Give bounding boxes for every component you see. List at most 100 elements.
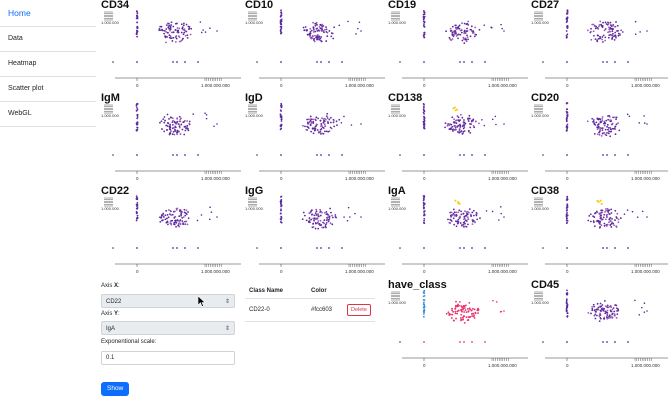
data-point [162, 29, 164, 32]
data-point [457, 33, 460, 36]
data-point [598, 130, 601, 133]
data-point [602, 216, 605, 219]
data-point [599, 20, 602, 23]
data-point [313, 214, 316, 217]
data-point [458, 24, 461, 27]
data-point [179, 219, 182, 221]
sidebar-item-webgl[interactable]: WebGL [0, 102, 96, 127]
data-point [423, 247, 425, 249]
data-point [175, 37, 178, 40]
data-point [616, 24, 619, 27]
x-tick-label-zero: 0 [566, 176, 569, 181]
data-point [319, 37, 322, 40]
data-point [423, 310, 425, 313]
data-point-highlight [456, 108, 459, 111]
data-point [604, 36, 607, 39]
data-point [456, 312, 459, 315]
data-point [280, 120, 283, 122]
data-point [184, 223, 187, 225]
data-point [597, 127, 600, 129]
data-point [451, 38, 454, 40]
delete-class-button[interactable]: Delete [347, 304, 371, 316]
data-point [634, 299, 636, 302]
data-point [422, 17, 425, 20]
data-point [451, 213, 454, 216]
data-point [461, 22, 463, 25]
data-point [457, 222, 459, 225]
data-point [606, 213, 609, 216]
data-point [591, 117, 594, 120]
data-point [399, 61, 401, 63]
data-point [332, 37, 335, 40]
data-point [471, 61, 473, 63]
data-point [593, 216, 596, 218]
data-point [463, 306, 466, 309]
data-point [422, 123, 425, 126]
data-point [616, 212, 619, 215]
data-point [324, 130, 326, 133]
data-point [177, 224, 180, 227]
show-button[interactable]: Show [101, 382, 130, 396]
data-point [611, 312, 614, 315]
data-point [590, 38, 593, 41]
data-point [459, 154, 461, 156]
data-point [643, 122, 646, 124]
data-point [595, 121, 598, 124]
data-point [627, 247, 629, 249]
data-point [303, 214, 306, 217]
plot-title: CD10 [245, 0, 274, 11]
scatter-plot-canvas: 1.000.000 0 1.000.000.000 [531, 9, 668, 88]
data-point [605, 225, 608, 227]
axis-y-select[interactable]: IgA ⇕ [101, 321, 235, 335]
data-point [423, 105, 425, 108]
data-point [600, 134, 603, 137]
data-point [323, 219, 326, 222]
data-point [162, 212, 165, 215]
data-point [315, 210, 318, 213]
data-point [136, 201, 139, 204]
data-point [331, 214, 333, 217]
data-point [180, 23, 183, 26]
data-point [325, 26, 327, 28]
data-point [614, 25, 616, 28]
data-point [448, 128, 451, 130]
data-point [159, 220, 162, 223]
data-point [542, 341, 544, 343]
data-point [171, 117, 174, 119]
data-point [462, 221, 465, 224]
data-point [503, 310, 505, 312]
data-point [464, 225, 467, 228]
data-point [461, 306, 463, 309]
data-point [423, 299, 426, 302]
data-point [341, 61, 343, 63]
axis-x-select[interactable]: CD22 ⇕ [101, 294, 235, 308]
data-point [332, 121, 335, 124]
data-point [178, 220, 181, 223]
data-point [494, 115, 497, 118]
data-point [279, 203, 282, 205]
plot-title: CD19 [388, 0, 417, 11]
data-point [319, 119, 322, 122]
data-point [466, 308, 469, 310]
plot-title: IgA [388, 185, 406, 197]
data-point [196, 219, 199, 222]
sidebar-item-home[interactable]: Home [0, 0, 96, 27]
scatter-plot-panel: CD20 1.000.000 0 1.000.000.000 [531, 92, 668, 181]
data-point [323, 120, 325, 123]
data-point [318, 25, 321, 28]
data-point [166, 217, 168, 220]
sidebar-item-heatmap[interactable]: Heatmap [0, 52, 96, 77]
data-point [607, 128, 609, 131]
exp-scale-input[interactable]: 0.1 [101, 351, 235, 365]
x-tick-label-max: 1.000.000.000 [488, 83, 517, 88]
data-point [325, 210, 328, 213]
data-point [459, 123, 461, 126]
data-point [423, 222, 426, 225]
data-point [279, 218, 282, 220]
sidebar-item-data[interactable]: Data [0, 27, 96, 52]
scatter-plot-panel: IgM 1.000.000 0 1.000.000.000 [101, 92, 241, 181]
data-point [331, 216, 334, 219]
data-point [590, 312, 592, 315]
data-point [602, 34, 605, 37]
sidebar-item-scatter-plot[interactable]: Scatter plot [0, 77, 96, 102]
